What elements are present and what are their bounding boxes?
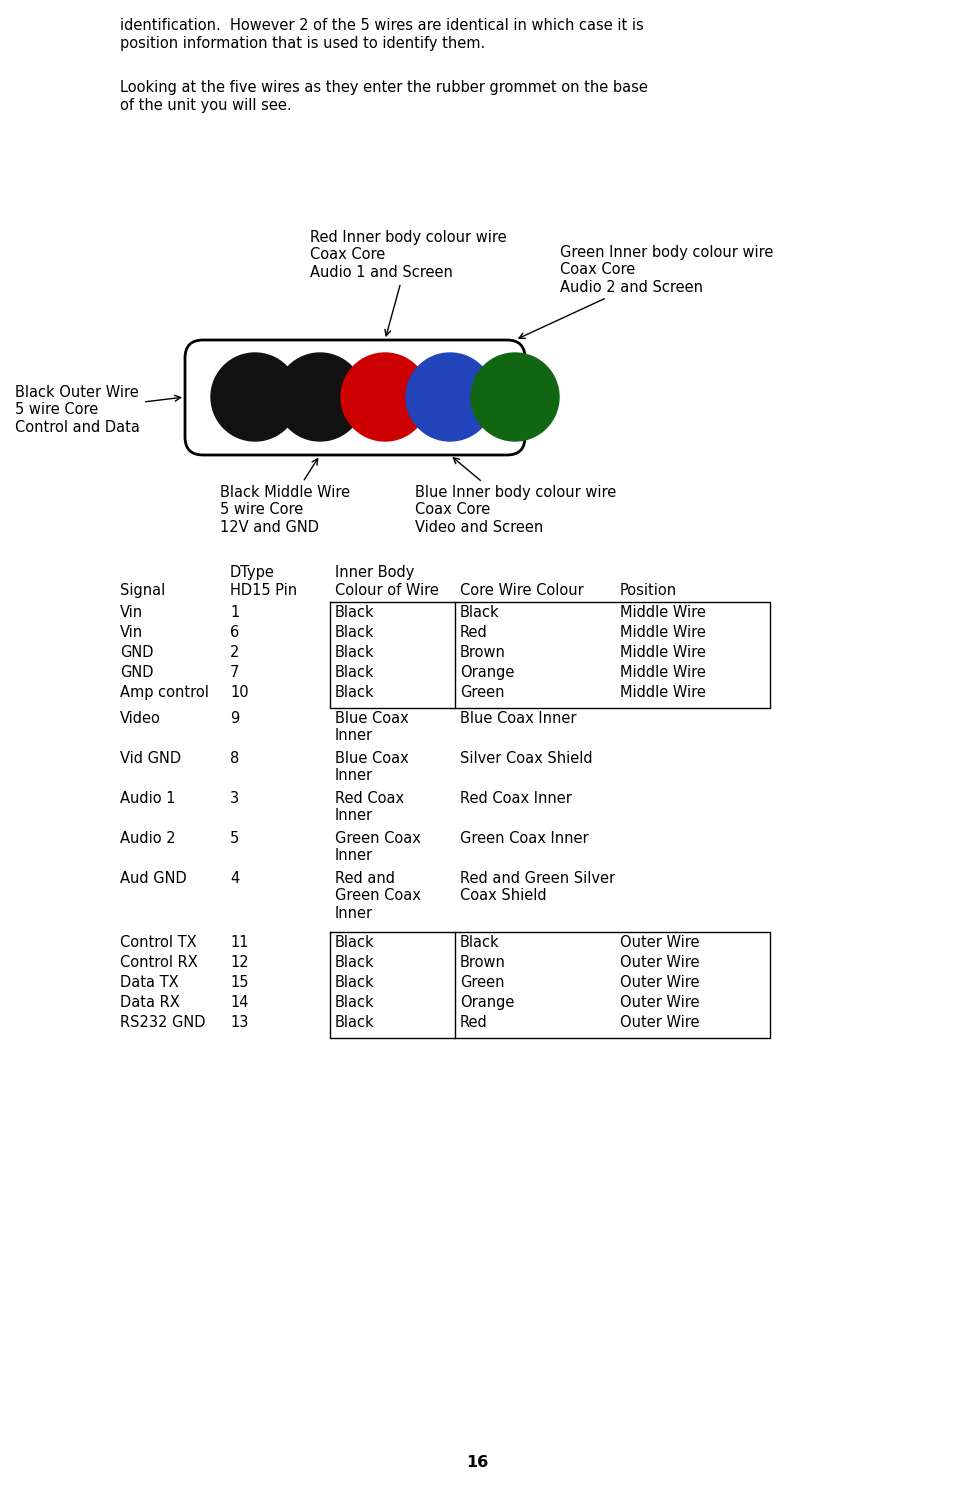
Text: Control RX: Control RX xyxy=(120,955,198,970)
Text: Data RX: Data RX xyxy=(120,996,180,1011)
Text: Brown: Brown xyxy=(460,955,506,970)
Text: Outer Wire: Outer Wire xyxy=(620,975,699,990)
Text: Black: Black xyxy=(335,685,374,700)
Text: Black Outer Wire
5 wire Core
Control and Data: Black Outer Wire 5 wire Core Control and… xyxy=(15,386,180,435)
Text: Black: Black xyxy=(460,605,499,620)
Text: Signal: Signal xyxy=(120,583,165,598)
Text: identification.  However 2 of the 5 wires are identical in which case it is: identification. However 2 of the 5 wires… xyxy=(120,18,644,33)
Text: Black: Black xyxy=(335,996,374,1011)
Text: Black: Black xyxy=(335,625,374,640)
Text: Green: Green xyxy=(460,975,504,990)
Text: Blue Coax
Inner: Blue Coax Inner xyxy=(335,750,409,783)
Text: Vid GND: Vid GND xyxy=(120,750,181,765)
Ellipse shape xyxy=(276,353,364,441)
Ellipse shape xyxy=(341,353,429,441)
Text: Blue Inner body colour wire
Coax Core
Video and Screen: Blue Inner body colour wire Coax Core Vi… xyxy=(415,457,616,535)
Text: 15: 15 xyxy=(230,975,248,990)
Text: Silver Coax Shield: Silver Coax Shield xyxy=(460,750,593,765)
Text: Green: Green xyxy=(460,685,504,700)
Text: Outer Wire: Outer Wire xyxy=(620,1015,699,1030)
Text: Black Middle Wire
5 wire Core
12V and GND: Black Middle Wire 5 wire Core 12V and GN… xyxy=(220,459,350,535)
Text: 1: 1 xyxy=(230,605,240,620)
Text: Audio 2: Audio 2 xyxy=(120,831,176,846)
Text: Orange: Orange xyxy=(460,665,515,680)
Text: Middle Wire: Middle Wire xyxy=(620,625,706,640)
Text: Middle Wire: Middle Wire xyxy=(620,685,706,700)
Text: 6: 6 xyxy=(230,625,240,640)
Text: 2: 2 xyxy=(230,644,240,659)
Text: GND: GND xyxy=(120,665,154,680)
Text: Middle Wire: Middle Wire xyxy=(620,665,706,680)
Text: 11: 11 xyxy=(230,934,248,949)
Text: Red: Red xyxy=(460,625,488,640)
Text: Black: Black xyxy=(335,955,374,970)
Text: 13: 13 xyxy=(230,1015,248,1030)
Text: Vin: Vin xyxy=(120,605,143,620)
Text: Red Coax
Inner: Red Coax Inner xyxy=(335,791,404,824)
Ellipse shape xyxy=(471,353,559,441)
Text: Inner Body: Inner Body xyxy=(335,565,414,580)
Text: Green Inner body colour wire
Coax Core
Audio 2 and Screen: Green Inner body colour wire Coax Core A… xyxy=(519,245,774,338)
Text: Red Inner body colour wire
Coax Core
Audio 1 and Screen: Red Inner body colour wire Coax Core Aud… xyxy=(310,230,506,336)
Text: Aud GND: Aud GND xyxy=(120,872,187,887)
Text: Red and
Green Coax
Inner: Red and Green Coax Inner xyxy=(335,872,421,921)
Text: 10: 10 xyxy=(230,685,248,700)
Text: 14: 14 xyxy=(230,996,248,1011)
Text: Blue Coax Inner: Blue Coax Inner xyxy=(460,712,577,727)
Ellipse shape xyxy=(211,353,299,441)
Text: Amp control: Amp control xyxy=(120,685,209,700)
Text: 12: 12 xyxy=(230,955,248,970)
Text: Outer Wire: Outer Wire xyxy=(620,955,699,970)
Text: Orange: Orange xyxy=(460,996,515,1011)
Text: Outer Wire: Outer Wire xyxy=(620,934,699,949)
Text: 16: 16 xyxy=(466,1455,488,1470)
Text: GND: GND xyxy=(120,644,154,659)
Text: Red: Red xyxy=(460,1015,488,1030)
Ellipse shape xyxy=(406,353,494,441)
Text: Control TX: Control TX xyxy=(120,934,197,949)
Text: Data TX: Data TX xyxy=(120,975,179,990)
Text: Brown: Brown xyxy=(460,644,506,659)
Text: Core Wire Colour: Core Wire Colour xyxy=(460,583,584,598)
Text: Black: Black xyxy=(335,665,374,680)
Text: Outer Wire: Outer Wire xyxy=(620,996,699,1011)
Text: Black: Black xyxy=(335,1015,374,1030)
FancyBboxPatch shape xyxy=(185,339,525,454)
Text: Red Coax Inner: Red Coax Inner xyxy=(460,791,572,806)
Text: Green Coax Inner: Green Coax Inner xyxy=(460,831,588,846)
Text: 7: 7 xyxy=(230,665,240,680)
Text: 5: 5 xyxy=(230,831,240,846)
Text: 9: 9 xyxy=(230,712,240,727)
Text: Black: Black xyxy=(460,934,499,949)
Text: Looking at the five wires as they enter the rubber grommet on the base: Looking at the five wires as they enter … xyxy=(120,81,647,96)
Text: 4: 4 xyxy=(230,872,240,887)
Text: position information that is used to identify them.: position information that is used to ide… xyxy=(120,36,485,51)
Text: Black: Black xyxy=(335,975,374,990)
Text: RS232 GND: RS232 GND xyxy=(120,1015,205,1030)
Text: Middle Wire: Middle Wire xyxy=(620,605,706,620)
Text: Video: Video xyxy=(120,712,160,727)
Text: DType: DType xyxy=(230,565,275,580)
Text: of the unit you will see.: of the unit you will see. xyxy=(120,99,291,114)
Text: Audio 1: Audio 1 xyxy=(120,791,176,806)
Text: Black: Black xyxy=(335,644,374,659)
Text: Green Coax
Inner: Green Coax Inner xyxy=(335,831,421,864)
Text: Black: Black xyxy=(335,934,374,949)
Text: Red and Green Silver
Coax Shield: Red and Green Silver Coax Shield xyxy=(460,872,615,903)
Text: Black: Black xyxy=(335,605,374,620)
Text: Position: Position xyxy=(620,583,677,598)
Text: 8: 8 xyxy=(230,750,240,765)
Text: Colour of Wire: Colour of Wire xyxy=(335,583,439,598)
Text: HD15 Pin: HD15 Pin xyxy=(230,583,297,598)
Text: Middle Wire: Middle Wire xyxy=(620,644,706,659)
Text: Vin: Vin xyxy=(120,625,143,640)
Text: 3: 3 xyxy=(230,791,239,806)
Text: Blue Coax
Inner: Blue Coax Inner xyxy=(335,712,409,743)
